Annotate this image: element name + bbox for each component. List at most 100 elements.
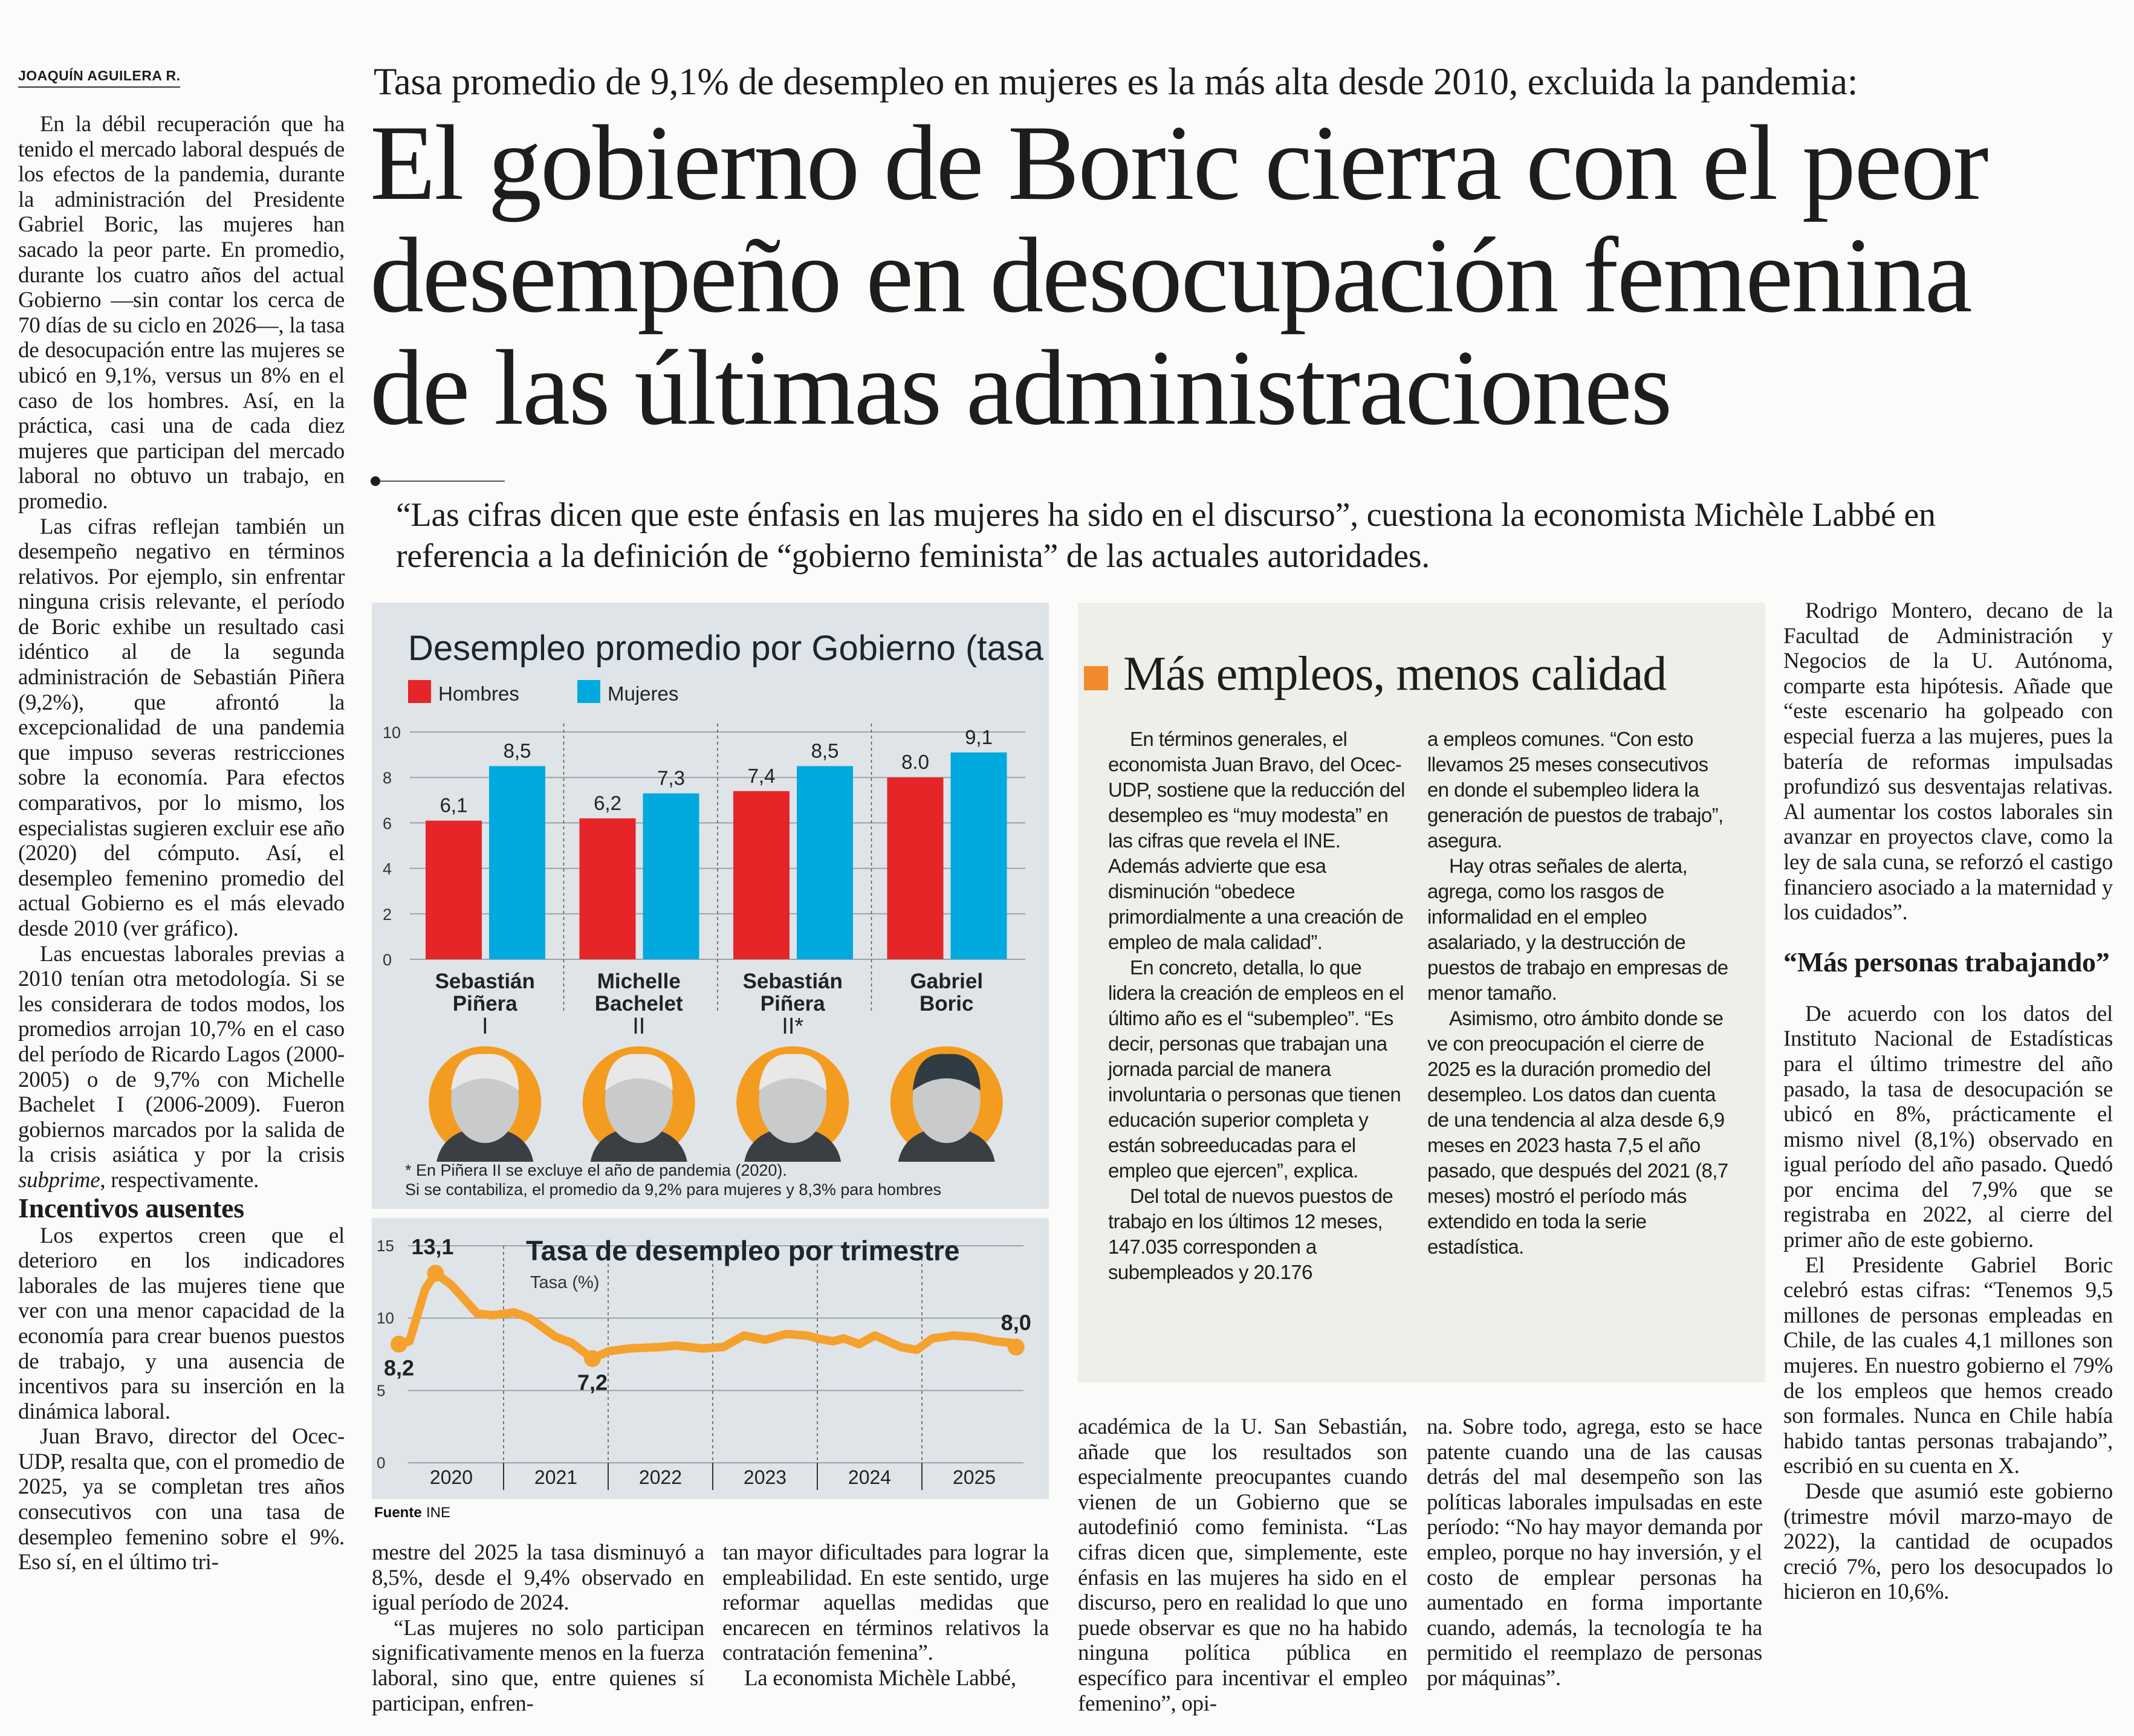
point-label: 8,0 (1001, 1310, 1031, 1335)
bar-hombres (579, 818, 636, 959)
x-tick-label: 2020 (430, 1466, 473, 1488)
paragraph: De acuerdo con los datos del Instituto N… (1783, 1001, 2113, 1253)
y-axis-label: Tasa (%) (530, 1273, 599, 1292)
subhead: “Más personas trabajando” (1783, 946, 2110, 977)
sidebox-column-1: En términos generales, el economista Jua… (1108, 727, 1407, 1285)
y-tick-label: 6 (383, 814, 392, 832)
source-tab (372, 1499, 475, 1520)
series-line (395, 1269, 1020, 1363)
portrait-shoulders (436, 1127, 534, 1162)
subhead: Incentivos ausentes (18, 1192, 244, 1223)
headline-line: desempeño en desocupación femenina (370, 215, 1973, 335)
category-label: II (632, 1014, 645, 1039)
y-tick-label: 2 (383, 905, 392, 924)
headline-line: de las últimas administraciones (370, 328, 1672, 447)
portrait-hair (759, 1054, 827, 1090)
paragraph: En términos generales, el economista Jua… (1108, 728, 1405, 953)
category-label: Piñera (453, 992, 518, 1015)
bar-value-label: 8.0 (901, 751, 929, 773)
bottom-column-d: na. Sobre todo, agrega, esto se hace pat… (1427, 1414, 1762, 1691)
sidebox-column-2: a empleos comunes. “Con esto llevamos 25… (1427, 727, 1730, 1260)
y-tick-label: 10 (383, 724, 401, 742)
bar-value-label: 6,2 (594, 792, 621, 814)
paragraph: Las encuestas laborales previas a 2010 t… (18, 942, 345, 1193)
y-tick-label: 4 (383, 860, 392, 878)
chart-title: Tasa de desempleo por trimestre (526, 1235, 960, 1266)
paragraph: mestre del 2025 la tasa disminuyó a 8,5%… (372, 1540, 704, 1616)
sidebox-panel: Más empleos, menos calidad En términos g… (1078, 603, 1765, 1382)
paragraph: Hay otras señales de alerta, agrega, com… (1427, 855, 1728, 1004)
paragraph: Rodrigo Montero, decano de la Facultad d… (1783, 598, 2113, 925)
bar-value-label: 8,5 (811, 739, 839, 762)
bar-hombres (887, 777, 944, 959)
italic-term: subprime (18, 1167, 100, 1193)
bar-hombres (426, 820, 482, 959)
deck-divider (372, 481, 505, 482)
category-label: Bachelet (595, 992, 683, 1015)
y-tick-label: 5 (377, 1381, 385, 1399)
deck: “Las cifras dicen que este énfasis en la… (396, 496, 1936, 575)
source-value: INE (426, 1504, 450, 1521)
right-column: Rodrigo Montero, decano de la Facultad d… (1783, 598, 2113, 1605)
text: Las encuestas laborales previas a 2010 t… (18, 941, 345, 1168)
bar-mujeres (643, 793, 699, 959)
byline: JOAQUÍN AGUILERA R. (18, 68, 181, 88)
bar-value-label: 9,1 (965, 726, 993, 748)
legend-label: Hombres (438, 682, 519, 705)
paragraph: Las cifras reflejan también un desempeño… (18, 514, 345, 942)
left-column: JOAQUÍN AGUILERA R. En la débil recupera… (18, 68, 345, 1575)
paragraph: Desde que asumió este gobierno (trimestr… (1783, 1479, 2113, 1605)
category-label: Sebastián (743, 970, 843, 993)
paragraph: tan mayor dificultades para lograr la em… (722, 1540, 1049, 1666)
line-chart: 0 5 10 15 2020 2021 2022 2023 2024 2025 Tasa de de… (372, 1234, 1031, 1521)
bar-value-label: 8,5 (504, 739, 531, 762)
bar-value-label: 6,1 (440, 794, 468, 817)
paragraph: En concreto, detalla, lo que lidera la c… (1108, 956, 1404, 1182)
bullet-dot (371, 476, 380, 486)
point-label: 7,2 (577, 1370, 608, 1395)
bottom-column-b: tan mayor dificultades para lograr la em… (722, 1540, 1049, 1691)
paragraph: académica de la U. San Sebastián, añade … (1078, 1414, 1407, 1716)
x-tick-label: 2022 (639, 1466, 682, 1488)
text: , respectivamente. (100, 1167, 259, 1193)
source-label: Fuente (374, 1504, 422, 1521)
category-label: II* (782, 1014, 803, 1039)
bar-chart: Desempleo promedio por Gobierno (tasa %)… (383, 629, 1096, 1199)
category-label: Piñera (761, 992, 826, 1015)
category-label: I (482, 1014, 488, 1039)
x-tick-label: 2021 (534, 1466, 577, 1488)
category-label: Gabriel (910, 970, 983, 993)
left-article-text: En la débil recuperación que ha tenido e… (18, 112, 345, 1575)
paragraph: “Las mujeres no solo participan signific… (372, 1615, 704, 1716)
portrait-hair (605, 1054, 673, 1090)
category-label: Michelle (597, 970, 681, 993)
paragraph: Juan Bravo, director del Ocec-UDP, resal… (18, 1424, 345, 1575)
highlight-point (584, 1350, 602, 1367)
legend-swatch (408, 680, 431, 703)
headline: El gobierno de Boric cierra con el peor … (370, 103, 1989, 447)
paragraph: Del total de nuevos puestos de trabajo e… (1108, 1185, 1393, 1283)
portrait-hair (912, 1054, 981, 1090)
paragraph: Los expertos creen que el deterioro en l… (18, 1223, 345, 1424)
bar-mujeres (797, 766, 853, 959)
y-tick-label: 0 (377, 1454, 385, 1472)
legend-swatch (577, 680, 600, 703)
paragraph: En la débil recuperación que ha tenido e… (18, 112, 345, 514)
highlight-point (391, 1335, 407, 1353)
bottom-column-a: mestre del 2025 la tasa disminuyó a 8,5%… (372, 1540, 704, 1716)
portrait-shoulders (590, 1127, 687, 1162)
paragraph: El Presidente Gabriel Boric celebró esta… (1783, 1252, 2113, 1479)
point-label: 13,1 (412, 1234, 454, 1259)
line-chart-panel (372, 1218, 1049, 1499)
paragraph: La economista Michèle Labbé, (744, 1665, 1016, 1691)
y-tick-label: 0 (383, 951, 392, 969)
headline-line: El gobierno de Boric cierra con el peor (370, 103, 1989, 222)
bar-mujeres (489, 766, 545, 959)
y-tick-label: 15 (377, 1237, 394, 1255)
portrait-hair (451, 1054, 519, 1090)
portrait-shoulders (898, 1127, 995, 1162)
paragraph: a empleos comunes. “Con esto llevamos 25… (1427, 728, 1724, 852)
chart-footnote: Si se contabiliza, el promedio da 9,2% p… (405, 1181, 941, 1199)
category-label: Sebastián (435, 970, 535, 993)
x-tick-label: 2025 (953, 1466, 996, 1488)
